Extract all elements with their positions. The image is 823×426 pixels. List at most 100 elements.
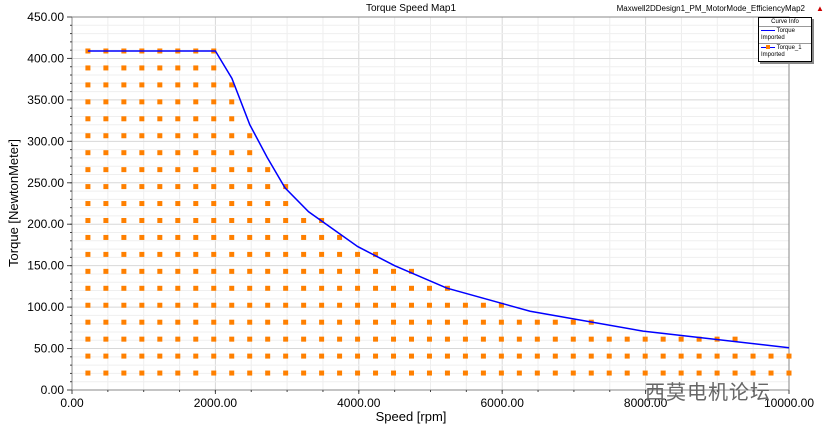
y-tick-label: 100.00 [27, 300, 64, 314]
operating-point [247, 370, 253, 376]
operating-point [157, 285, 163, 291]
y-tick-label: 400.00 [27, 51, 64, 65]
operating-point [193, 285, 199, 291]
operating-point [444, 302, 450, 308]
operating-point [498, 353, 504, 359]
operating-point [211, 285, 217, 291]
legend-item-torque-1: Torque_1 Imported [759, 43, 811, 60]
operating-point [391, 370, 397, 376]
y-tick-label: 350.00 [27, 93, 64, 107]
operating-point [121, 133, 127, 139]
operating-point [193, 65, 199, 71]
operating-point [732, 353, 738, 359]
operating-point [247, 251, 253, 257]
x-tick-label: 8000.00 [624, 396, 668, 410]
operating-point [121, 82, 127, 88]
operating-point [337, 302, 343, 308]
operating-point [498, 302, 504, 308]
operating-point [139, 217, 145, 223]
operating-point [588, 370, 594, 376]
operating-point [175, 217, 181, 223]
operating-point [516, 370, 522, 376]
legend-sub: Imported [761, 35, 785, 41]
operating-point [139, 133, 145, 139]
operating-point [229, 285, 235, 291]
operating-point [462, 336, 468, 342]
operating-point [714, 370, 720, 376]
operating-point [85, 184, 91, 190]
operating-point [624, 370, 630, 376]
operating-point [211, 336, 217, 342]
operating-point [247, 184, 253, 190]
operating-point [211, 184, 217, 190]
operating-point [229, 336, 235, 342]
operating-point [319, 319, 325, 325]
operating-point [121, 99, 127, 105]
operating-point [139, 285, 145, 291]
legend[interactable]: Curve Info Torque Imported Torque_1 Impo… [758, 17, 812, 62]
operating-point [157, 302, 163, 308]
operating-point [175, 167, 181, 173]
operating-point [408, 353, 414, 359]
operating-point [103, 116, 109, 122]
operating-point [229, 217, 235, 223]
operating-point [175, 184, 181, 190]
operating-point [732, 336, 738, 342]
operating-point [355, 251, 361, 257]
x-tick-label: 6000.00 [481, 396, 525, 410]
operating-point [175, 133, 181, 139]
operating-point [265, 302, 271, 308]
operating-point [247, 336, 253, 342]
operating-point [696, 336, 702, 342]
operating-point [103, 217, 109, 223]
y-tick-label: 300.00 [27, 134, 64, 148]
operating-point [265, 336, 271, 342]
operating-point [516, 336, 522, 342]
operating-point [193, 336, 199, 342]
operating-point [211, 370, 217, 376]
operating-point [283, 302, 289, 308]
operating-point [229, 201, 235, 207]
operating-point [660, 336, 666, 342]
operating-point [678, 336, 684, 342]
operating-point [175, 353, 181, 359]
operating-point [193, 184, 199, 190]
operating-point [85, 65, 91, 71]
operating-point [193, 116, 199, 122]
operating-point [211, 82, 217, 88]
operating-point [373, 353, 379, 359]
operating-point [696, 370, 702, 376]
operating-point [265, 234, 271, 240]
operating-point [355, 353, 361, 359]
operating-point [103, 336, 109, 342]
operating-point [247, 302, 253, 308]
operating-point [85, 234, 91, 240]
operating-point [193, 234, 199, 240]
operating-point [193, 82, 199, 88]
operating-point [175, 234, 181, 240]
operating-point [301, 285, 307, 291]
design-name: Maxwell2DDesign1_PM_MotorMode_Efficiency… [617, 4, 806, 13]
operating-point [247, 150, 253, 156]
operating-point [157, 234, 163, 240]
operating-point [337, 336, 343, 342]
y-tick-label: 450.00 [27, 10, 64, 24]
operating-point [193, 370, 199, 376]
operating-point [121, 184, 127, 190]
operating-point [193, 319, 199, 325]
operating-point [408, 370, 414, 376]
operating-point [157, 370, 163, 376]
operating-point [247, 353, 253, 359]
operating-point [283, 336, 289, 342]
operating-point [85, 133, 91, 139]
operating-point [408, 268, 414, 274]
operating-point [426, 336, 432, 342]
operating-point [426, 353, 432, 359]
operating-point [121, 116, 127, 122]
operating-point [157, 319, 163, 325]
operating-point [283, 234, 289, 240]
operating-point [211, 302, 217, 308]
operating-point [121, 353, 127, 359]
operating-point [265, 319, 271, 325]
operating-point [139, 336, 145, 342]
